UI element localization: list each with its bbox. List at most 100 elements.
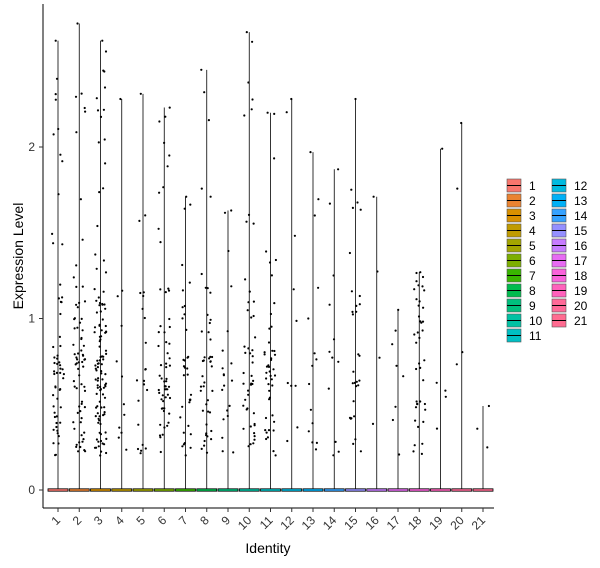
- point-6-7: [165, 366, 168, 369]
- point-10-7: [251, 40, 254, 43]
- point-8-23: [202, 385, 205, 388]
- point-9-2: [221, 450, 224, 453]
- point-2-35: [73, 327, 76, 330]
- point-6-54: [157, 227, 160, 230]
- point-1-20: [52, 428, 55, 431]
- point-14-10: [332, 454, 335, 457]
- point-1-7: [59, 406, 62, 409]
- point-9-1: [230, 285, 233, 288]
- point-11-26: [271, 414, 274, 417]
- point-10-27: [242, 404, 245, 407]
- point-9-13: [226, 409, 229, 412]
- violin-base-2: [68, 488, 90, 492]
- point-10-14: [247, 389, 250, 392]
- point-5-16: [144, 447, 147, 450]
- point-3-47: [100, 335, 103, 338]
- point-1-45: [59, 364, 62, 367]
- point-11-17: [267, 429, 271, 432]
- point-2-26: [76, 358, 79, 361]
- point-7-21: [179, 416, 182, 419]
- point-2-13: [77, 450, 80, 453]
- point-6-49: [165, 380, 168, 383]
- point-12-9: [292, 288, 295, 291]
- point-3-69: [99, 385, 102, 388]
- point-4-7: [116, 295, 119, 298]
- point-1-25: [56, 397, 59, 400]
- point-2-30: [75, 445, 78, 448]
- point-8-25: [203, 356, 206, 359]
- point-11-3: [268, 261, 272, 264]
- point-8-38: [204, 286, 207, 289]
- point-3-91: [103, 411, 106, 414]
- point-2-63: [73, 318, 76, 321]
- point-11-13: [263, 351, 266, 354]
- legend-item-2: 2: [506, 193, 536, 208]
- point-1-46: [59, 421, 62, 424]
- point-1-43: [58, 335, 62, 338]
- point-1-39: [60, 301, 63, 304]
- point-1-18: [55, 415, 58, 418]
- point-3-58: [96, 109, 100, 112]
- point-3-106: [99, 454, 102, 457]
- point-8-37: [209, 318, 212, 321]
- point-6-13: [165, 362, 168, 365]
- point-8-14: [203, 439, 206, 443]
- point-10-16: [249, 425, 252, 428]
- point-3-61: [96, 362, 99, 365]
- point-3-23: [95, 369, 98, 372]
- point-3-96: [95, 446, 98, 449]
- point-18-30: [416, 331, 419, 334]
- point-8-6: [209, 355, 212, 358]
- point-6-32: [163, 380, 166, 383]
- point-3-78: [102, 69, 105, 72]
- point-8-28: [205, 403, 208, 406]
- point-12-8: [293, 234, 296, 237]
- point-10-19: [252, 442, 255, 445]
- x-tick-label-15: 15: [341, 513, 361, 533]
- point-2-46: [82, 438, 85, 441]
- point-11-15: [267, 383, 270, 386]
- point-1-32: [57, 435, 60, 438]
- point-18-8: [415, 298, 418, 301]
- plot-area: [47, 22, 494, 492]
- point-15-19: [357, 384, 360, 387]
- point-18-35: [415, 341, 418, 344]
- point-21-0: [487, 404, 490, 408]
- point-3-29: [102, 290, 105, 293]
- point-3-17: [98, 191, 101, 194]
- point-7-27: [182, 431, 185, 434]
- point-1-41: [54, 454, 57, 457]
- point-15-18: [358, 303, 361, 306]
- point-17-7: [395, 364, 398, 367]
- point-3-93: [99, 115, 103, 118]
- violin-group-17: [387, 308, 409, 492]
- point-3-85: [98, 400, 101, 403]
- violin-base-3: [90, 488, 111, 492]
- point-7-29: [189, 203, 192, 206]
- point-18-25: [422, 306, 425, 309]
- point-9-14: [223, 384, 226, 387]
- point-11-39: [265, 250, 268, 253]
- point-17-2: [398, 453, 401, 456]
- point-12-0: [290, 97, 293, 101]
- x-tick-label-14: 14: [320, 513, 340, 533]
- point-6-55: [163, 385, 166, 388]
- point-1-13: [56, 362, 59, 365]
- point-1-54: [52, 442, 55, 445]
- point-18-10: [422, 379, 425, 382]
- point-13-0: [309, 151, 312, 154]
- point-7-20: [184, 454, 187, 457]
- point-2-56: [83, 449, 86, 452]
- point-19-2: [444, 395, 447, 398]
- point-8-19: [200, 447, 203, 450]
- point-15-16: [352, 442, 355, 445]
- point-3-3: [98, 415, 101, 418]
- point-12-6: [295, 319, 298, 322]
- point-1-16: [52, 394, 55, 397]
- point-15-9: [351, 382, 354, 385]
- point-2-52: [80, 349, 83, 352]
- point-8-10: [203, 91, 206, 94]
- point-3-6: [95, 97, 98, 100]
- point-2-14: [83, 358, 87, 361]
- point-8-34: [211, 389, 214, 392]
